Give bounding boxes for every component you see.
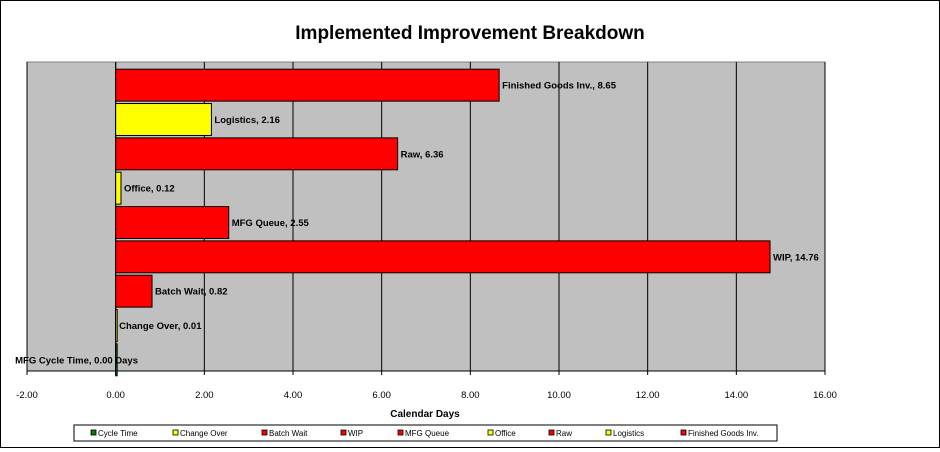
legend-label: WIP — [348, 429, 363, 438]
data-label: Batch Wait, 0.82 — [155, 287, 228, 298]
legend-label: Batch Wait — [269, 429, 308, 438]
data-label: Logistics, 2.16 — [214, 115, 279, 126]
x-tick-label: 0.00 — [106, 390, 125, 401]
legend-swatch — [397, 429, 404, 436]
bar — [115, 137, 399, 171]
bar — [115, 274, 153, 308]
legend-label: Cycle Time — [98, 429, 138, 438]
data-label: MFG Cycle Time, 0.00 Days — [15, 355, 138, 366]
bar — [115, 68, 500, 102]
x-tick-label: -2.00 — [16, 390, 38, 401]
legend-label: Change Over — [180, 429, 228, 438]
chart-title: Implemented Improvement Breakdown — [295, 23, 644, 44]
legend: Cycle Time Change Over Batch Wait WIP MFG Qu… — [73, 424, 778, 442]
x-tick-label: 10.00 — [547, 390, 571, 401]
data-label: Raw, 6.36 — [401, 149, 444, 160]
legend-label: Raw — [556, 429, 572, 438]
bar — [115, 343, 118, 377]
legend-swatch — [605, 429, 612, 436]
data-label: MFG Queue, 2.55 — [232, 218, 310, 229]
x-axis-label: Calendar Days — [390, 409, 460, 420]
data-label: Change Over, 0.01 — [119, 321, 202, 332]
x-tick-label: 6.00 — [372, 390, 391, 401]
x-tick-label: 2.00 — [195, 390, 214, 401]
legend-box — [73, 424, 778, 442]
x-tick-label: 14.00 — [724, 390, 748, 401]
data-label: WIP, 14.76 — [773, 252, 819, 263]
plot-area: -2.00 0.00 2.00 4.00 6.00 8.00 10.00 12.00 14.00… — [15, 61, 837, 401]
bar — [115, 206, 230, 239]
legend-label: MFG Queue — [405, 429, 450, 438]
legend-swatch — [340, 429, 347, 436]
legend-label: Finished Goods Inv. — [688, 429, 759, 438]
legend-swatch — [261, 429, 268, 436]
x-tick-label: 16.00 — [813, 390, 837, 401]
x-tick-label: 4.00 — [284, 390, 303, 401]
x-tick-label: 8.00 — [461, 390, 480, 401]
legend-swatch — [680, 429, 687, 436]
legend-swatch — [172, 429, 179, 436]
bar — [115, 103, 212, 136]
legend-label: Office — [495, 429, 516, 438]
legend-swatch — [548, 429, 555, 436]
legend-swatch — [487, 429, 494, 436]
bar — [115, 240, 771, 274]
bar — [115, 309, 118, 342]
data-label: Office, 0.12 — [124, 184, 175, 195]
legend-swatch — [90, 429, 97, 436]
legend-label: Logistics — [613, 429, 644, 438]
bar — [115, 171, 122, 205]
data-label: Finished Goods Inv., 8.65 — [502, 81, 617, 92]
x-tick-label: 12.00 — [636, 390, 660, 401]
